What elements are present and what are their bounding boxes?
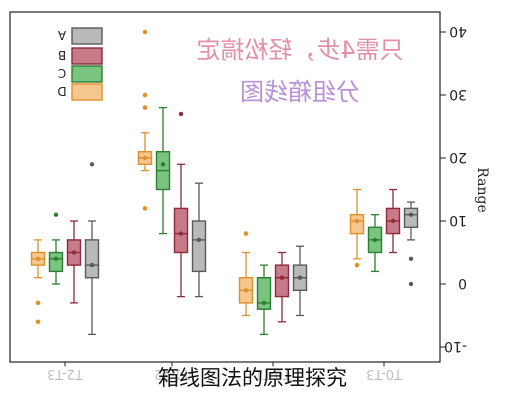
mean-marker bbox=[142, 155, 148, 161]
outlier-point bbox=[142, 206, 148, 211]
outlier-point bbox=[408, 281, 414, 287]
outlier-point bbox=[408, 256, 414, 261]
legend-swatch-D bbox=[71, 83, 103, 101]
legend-swatch-A bbox=[71, 27, 103, 45]
y-tick-label: 20 bbox=[449, 149, 467, 165]
mean-marker bbox=[160, 162, 166, 167]
outlier-point bbox=[178, 111, 184, 117]
box-A bbox=[191, 220, 207, 273]
mean-marker bbox=[71, 250, 77, 255]
mean-marker bbox=[372, 237, 378, 243]
box-C bbox=[256, 277, 272, 310]
mean-marker bbox=[390, 218, 396, 224]
outlier-point bbox=[35, 319, 41, 325]
mean-marker bbox=[196, 237, 202, 243]
mean-marker bbox=[408, 212, 414, 217]
box-D bbox=[349, 213, 365, 235]
outlier-point bbox=[142, 92, 148, 98]
outlier-point bbox=[243, 231, 249, 236]
y-tick-label: 10 bbox=[449, 212, 467, 228]
mean-marker bbox=[297, 275, 303, 280]
box-C bbox=[48, 251, 64, 273]
y-tick-label: 40 bbox=[449, 23, 467, 39]
legend-label-D: D bbox=[57, 84, 66, 98]
outlier-point bbox=[142, 105, 148, 110]
plot-frame bbox=[9, 11, 441, 363]
box-B bbox=[274, 264, 290, 298]
mean-marker bbox=[53, 256, 59, 261]
image-caption: 箱线图法的原理探究 bbox=[0, 366, 505, 390]
mean-marker bbox=[279, 275, 285, 280]
legend-label-C: C bbox=[58, 66, 66, 80]
box-B bbox=[173, 207, 189, 254]
y-tick-label: 30 bbox=[449, 86, 467, 102]
outlier-point bbox=[354, 262, 360, 268]
legend-label-A: A bbox=[57, 28, 66, 42]
chart-title-line-1: 只需4步，轻松搞定 bbox=[196, 36, 403, 64]
chart-title-line-2: 分组箱线图 bbox=[240, 78, 360, 106]
legend-swatch-C bbox=[71, 65, 103, 83]
mean-marker bbox=[178, 231, 184, 236]
mean-marker bbox=[35, 256, 41, 261]
outlier-point bbox=[35, 300, 41, 306]
legend-swatch-B bbox=[71, 47, 103, 65]
outlier-point bbox=[53, 212, 59, 217]
mean-marker bbox=[89, 262, 95, 268]
mean-marker bbox=[261, 300, 267, 306]
mean-marker bbox=[354, 218, 360, 224]
box-A bbox=[403, 207, 419, 228]
y-tick-label: 0 bbox=[458, 275, 467, 291]
y-tick-label: -10 bbox=[444, 338, 467, 354]
outlier-point bbox=[142, 29, 148, 35]
y-axis-label: Range bbox=[474, 167, 490, 212]
legend-label-B: B bbox=[58, 48, 66, 62]
outlier-point bbox=[89, 162, 95, 167]
box-A bbox=[84, 239, 100, 279]
mean-marker bbox=[243, 288, 249, 293]
